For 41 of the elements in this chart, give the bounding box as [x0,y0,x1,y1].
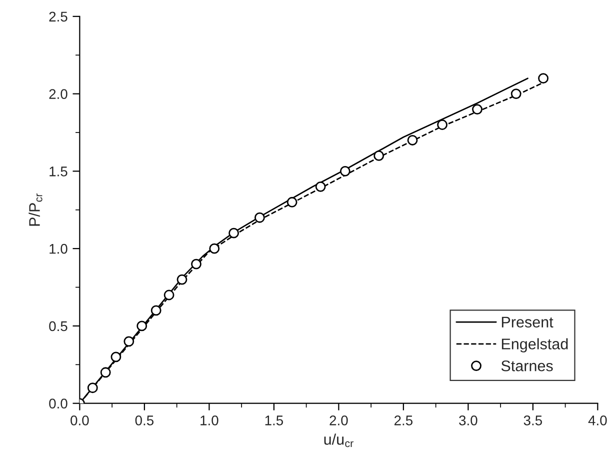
legend-label: Starnes [501,360,553,372]
point [150,305,162,316]
x-axis-title: u/u$_{cr}$ [324,434,354,448]
point [176,274,188,285]
point [286,196,298,208]
point [228,228,239,238]
point [136,320,148,332]
point [315,181,326,192]
x-tick-label: 1.0 [200,416,218,426]
point [340,166,350,176]
x-tick-label: 0.0 [70,416,89,426]
x-tick-label: 2.5 [394,416,413,426]
y-tick-label: 2.0 [49,89,68,99]
point [538,73,548,84]
point [510,88,522,100]
point [164,290,174,300]
y-tick-label: 0.0 [49,398,68,409]
point [87,382,98,394]
y-tick-label: 1.0 [50,244,68,254]
point [209,243,220,254]
point [100,367,111,378]
x-tick-label: 2.0 [330,416,348,426]
x-tick-label: 0.5 [135,416,154,426]
point [254,212,265,223]
x-tick-label: 3.0 [459,416,478,426]
x-tick-label: 4.0 [588,416,607,426]
point [472,104,482,114]
point [437,120,448,130]
x-tick-label: 3.5 [524,416,542,426]
y-tick-label: 1.5 [50,166,68,176]
y-axis-title: P/P$_{cr}$ [28,193,42,226]
point [110,352,122,362]
point [374,150,384,161]
legend-label: Present [502,316,554,328]
point [191,258,202,270]
point [124,336,134,347]
y-tick-label: 0.5 [49,321,68,332]
point [407,135,418,146]
y-tick-label: 2.5 [49,12,68,22]
legend-label: Engelstad [502,338,568,352]
x-tick-label: 1.5 [265,416,284,426]
